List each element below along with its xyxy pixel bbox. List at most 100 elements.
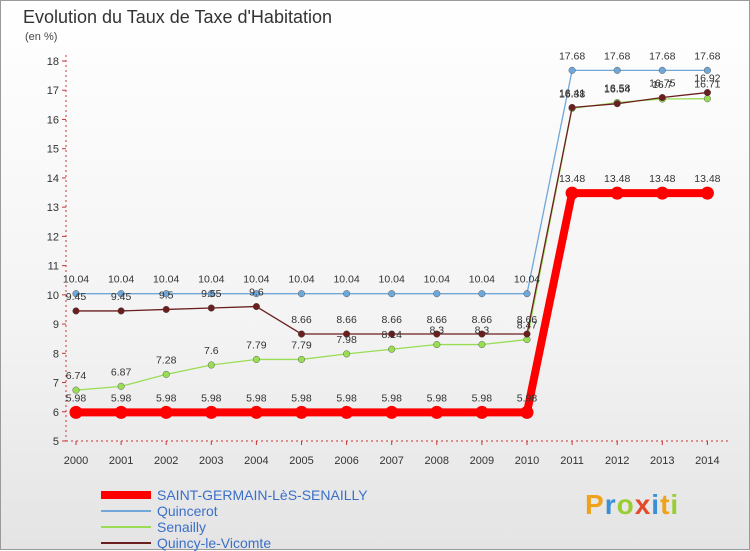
x-tick-label: 2006 — [334, 455, 358, 467]
data-label: 16.38 — [559, 88, 585, 100]
data-label: 10.04 — [198, 274, 224, 286]
data-point — [343, 330, 351, 338]
data-label: 5.98 — [66, 392, 87, 404]
data-point — [252, 355, 260, 363]
data-point — [298, 290, 306, 298]
data-label: 8.47 — [517, 320, 538, 332]
data-point — [207, 361, 215, 369]
data-label: 16.92 — [694, 73, 720, 85]
data-label: 8.66 — [427, 314, 448, 326]
legend-swatch — [101, 491, 151, 499]
y-tick-label: 9 — [53, 319, 59, 331]
legend-entry: Senailly — [101, 519, 368, 535]
data-label: 9.55 — [201, 288, 222, 300]
data-label: 10.04 — [243, 274, 269, 286]
data-point — [568, 103, 576, 111]
data-label: 8.66 — [291, 314, 312, 326]
data-point — [69, 405, 83, 419]
data-label: 13.48 — [559, 173, 585, 185]
x-tick-label: 2012 — [605, 455, 629, 467]
data-label: 5.98 — [201, 392, 222, 404]
data-label: 10.04 — [63, 274, 89, 286]
data-label: 8.3 — [429, 325, 444, 337]
data-point — [478, 330, 486, 338]
data-label: 5.98 — [111, 392, 132, 404]
data-point — [655, 186, 669, 200]
data-point — [523, 330, 531, 338]
y-tick-label: 12 — [47, 231, 59, 243]
data-label: 13.48 — [604, 173, 630, 185]
y-tick-label: 6 — [53, 407, 59, 419]
data-point — [298, 355, 306, 363]
legend-entry: Quincy-le-Vicomte — [101, 535, 368, 551]
y-tick-label: 7 — [53, 378, 59, 390]
data-point — [72, 307, 80, 315]
legend-label: Senailly — [157, 519, 207, 535]
x-tick-label: 2009 — [470, 455, 494, 467]
data-label: 7.79 — [291, 339, 312, 351]
data-point — [565, 186, 579, 200]
data-point — [117, 382, 125, 390]
legend-swatch — [101, 542, 151, 544]
x-tick-label: 2010 — [515, 455, 539, 467]
data-label: 5.98 — [472, 392, 493, 404]
data-label: 10.04 — [108, 274, 134, 286]
data-point — [388, 290, 396, 298]
data-point — [433, 290, 441, 298]
data-label: 16.58 — [604, 83, 630, 95]
data-label: 5.98 — [156, 392, 177, 404]
logo-letter: t — [660, 489, 671, 520]
data-point — [204, 405, 218, 419]
data-label: 10.04 — [469, 274, 495, 286]
data-label: 5.98 — [381, 392, 402, 404]
logo-letter: x — [634, 489, 652, 520]
data-point — [703, 66, 711, 74]
y-tick-label: 11 — [48, 261, 59, 273]
y-tick-label: 15 — [47, 144, 59, 156]
data-point — [523, 290, 531, 298]
legend-swatch — [101, 526, 151, 528]
legend-entry: Quincerot — [101, 503, 368, 519]
data-label: 10.04 — [333, 274, 359, 286]
y-tick-label: 17 — [47, 85, 59, 97]
data-label: 6.74 — [66, 370, 87, 382]
x-tick-label: 2011 — [560, 455, 584, 467]
data-label: 9.6 — [249, 287, 264, 299]
data-point — [475, 405, 489, 419]
logo-letter: o — [616, 489, 635, 520]
data-label: 10.04 — [379, 274, 405, 286]
data-point — [433, 330, 441, 338]
data-point — [162, 290, 170, 298]
data-label: 5.98 — [246, 392, 267, 404]
y-tick-label: 5 — [53, 436, 59, 448]
y-tick-label: 16 — [47, 114, 59, 126]
data-point — [700, 186, 714, 200]
data-label: 16.54 — [604, 84, 630, 96]
data-point — [520, 405, 534, 419]
data-point — [249, 405, 263, 419]
data-label: 6.87 — [111, 366, 132, 378]
series-line — [76, 189, 708, 417]
data-label: 10.04 — [424, 274, 450, 286]
data-label: 5.98 — [291, 392, 312, 404]
x-tick-label: 2003 — [199, 455, 223, 467]
data-label: 8.14 — [381, 329, 402, 341]
data-label: 10.04 — [153, 274, 179, 286]
data-label: 5.98 — [336, 392, 357, 404]
data-label: 8.66 — [381, 314, 402, 326]
data-label: 17.68 — [604, 50, 630, 62]
data-point — [343, 290, 351, 298]
data-point — [433, 341, 441, 349]
data-label: 16.75 — [649, 78, 675, 90]
data-label: 5.98 — [517, 392, 538, 404]
data-label: 13.48 — [694, 173, 720, 185]
legend-label: SAINT-GERMAIN-LèS-SENAILLY — [157, 487, 368, 503]
data-label: 17.68 — [559, 50, 585, 62]
x-tick-label: 2014 — [695, 455, 719, 467]
data-label: 7.79 — [246, 339, 267, 351]
data-label: 17.68 — [649, 50, 675, 62]
logo-letter: P — [585, 489, 605, 520]
logo-letter: i — [651, 489, 661, 520]
data-point — [252, 290, 260, 298]
